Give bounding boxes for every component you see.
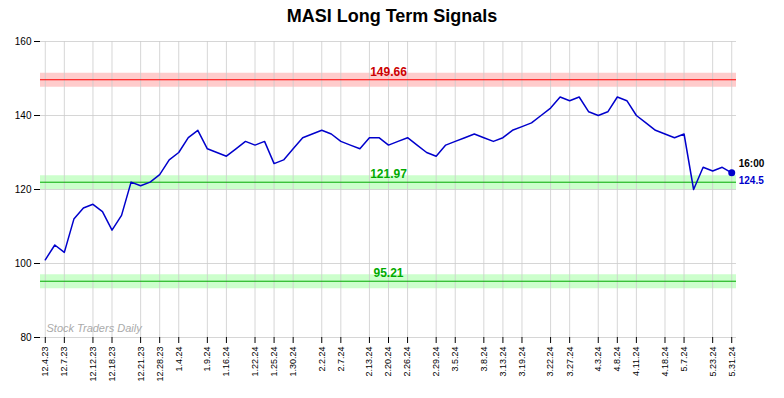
svg-text:12.21.23: 12.21.23 bbox=[135, 347, 145, 382]
svg-text:149.66: 149.66 bbox=[370, 65, 407, 79]
svg-text:Stock Traders Daily: Stock Traders Daily bbox=[47, 322, 144, 334]
svg-text:2.2.24: 2.2.24 bbox=[317, 347, 327, 372]
svg-text:120: 120 bbox=[15, 184, 32, 195]
svg-text:100: 100 bbox=[15, 258, 32, 269]
svg-text:4.8.24: 4.8.24 bbox=[612, 347, 622, 372]
svg-text:2.20.24: 2.20.24 bbox=[383, 347, 393, 377]
svg-text:3.8.24: 3.8.24 bbox=[479, 347, 489, 372]
svg-text:4.11.24: 4.11.24 bbox=[631, 347, 641, 376]
svg-text:80: 80 bbox=[20, 332, 32, 343]
svg-text:95.21: 95.21 bbox=[373, 266, 403, 280]
svg-text:121.97: 121.97 bbox=[370, 167, 407, 181]
svg-text:5.31.24: 5.31.24 bbox=[727, 347, 737, 377]
svg-text:4.3.24: 4.3.24 bbox=[593, 347, 603, 372]
svg-text:3.5.24: 3.5.24 bbox=[450, 347, 460, 372]
svg-text:5.7.24: 5.7.24 bbox=[679, 347, 689, 372]
svg-text:124.5: 124.5 bbox=[739, 175, 764, 186]
svg-text:1.22.24: 1.22.24 bbox=[250, 347, 260, 377]
svg-text:5.23.24: 5.23.24 bbox=[708, 347, 718, 377]
svg-text:140: 140 bbox=[15, 110, 32, 121]
svg-text:3.13.24: 3.13.24 bbox=[498, 347, 508, 377]
svg-text:2.13.24: 2.13.24 bbox=[364, 347, 374, 377]
svg-text:16:00: 16:00 bbox=[739, 158, 765, 169]
svg-text:4.18.24: 4.18.24 bbox=[660, 347, 670, 377]
svg-text:12.12.23: 12.12.23 bbox=[88, 347, 98, 382]
svg-text:1.4.24: 1.4.24 bbox=[174, 347, 184, 372]
svg-text:2.26.24: 2.26.24 bbox=[402, 347, 412, 377]
svg-text:2.29.24: 2.29.24 bbox=[431, 347, 441, 377]
svg-text:12.4.23: 12.4.23 bbox=[40, 347, 50, 377]
svg-text:1.16.24: 1.16.24 bbox=[221, 347, 231, 377]
svg-text:3.19.24: 3.19.24 bbox=[517, 347, 527, 377]
svg-text:2.7.24: 2.7.24 bbox=[336, 347, 346, 372]
svg-text:1.25.24: 1.25.24 bbox=[269, 347, 279, 377]
svg-text:160: 160 bbox=[15, 36, 32, 47]
svg-text:12.7.23: 12.7.23 bbox=[59, 347, 69, 377]
svg-text:3.22.24: 3.22.24 bbox=[545, 347, 555, 377]
svg-text:12.18.23: 12.18.23 bbox=[107, 347, 117, 382]
svg-text:1.9.24: 1.9.24 bbox=[202, 347, 212, 372]
svg-text:12.28.23: 12.28.23 bbox=[155, 347, 165, 382]
svg-text:3.27.24: 3.27.24 bbox=[565, 347, 575, 377]
svg-text:1.30.24: 1.30.24 bbox=[288, 347, 298, 377]
html-text:MASI Long Term Signals: MASI Long Term Signals bbox=[286, 6, 498, 26]
